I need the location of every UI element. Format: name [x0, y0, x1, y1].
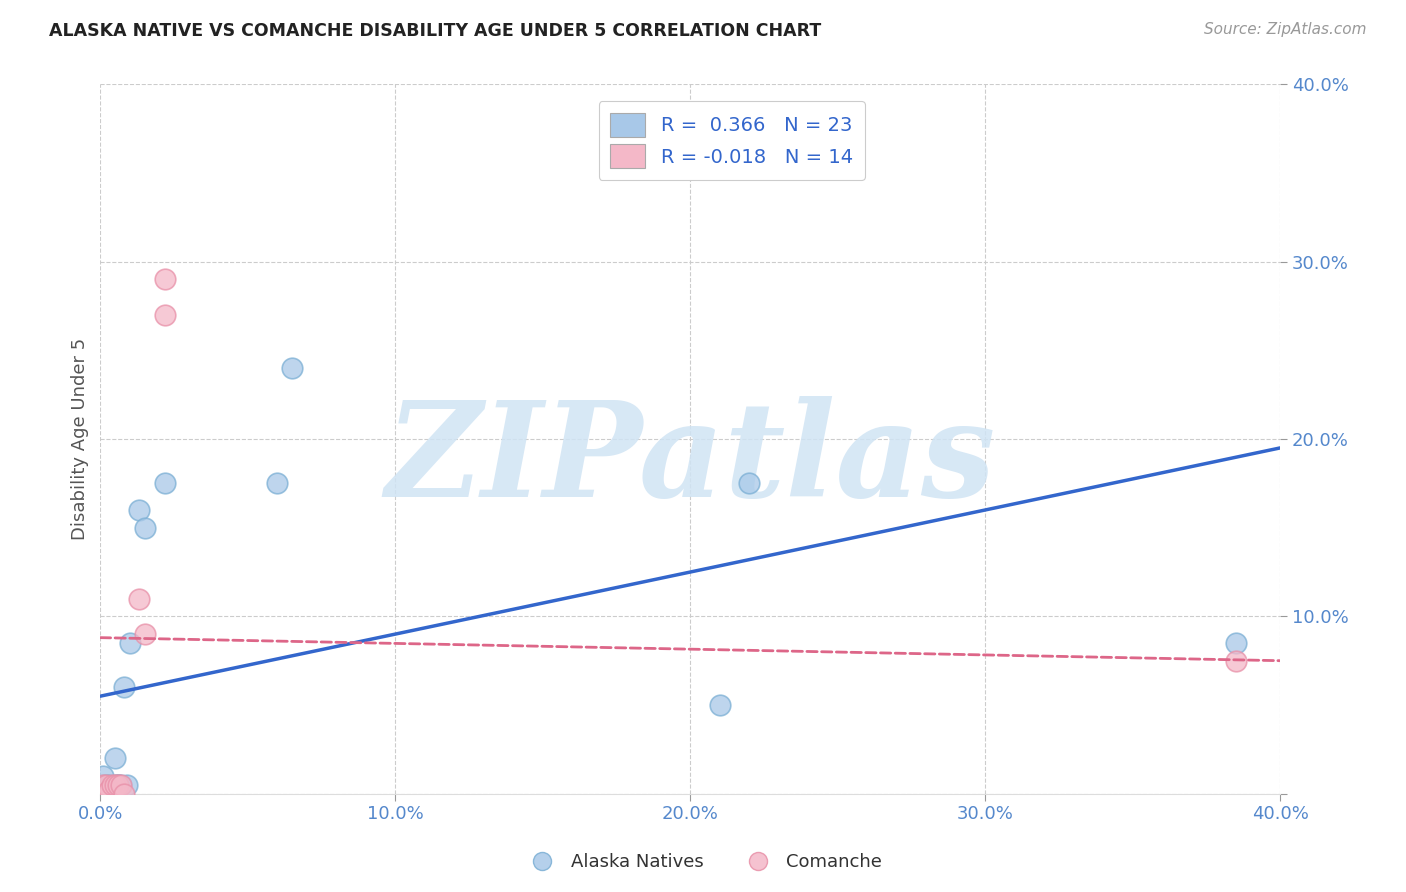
Point [128, 591, 150, 606]
Y-axis label: Disability Age Under 5: Disability Age Under 5 [72, 338, 89, 541]
Point [91, 787, 114, 801]
Point [101, 787, 124, 801]
Point [266, 476, 288, 491]
Point [98, 783, 121, 797]
Point [107, 778, 129, 792]
Text: ZIPatlas: ZIPatlas [385, 396, 995, 524]
Point [104, 778, 127, 792]
Point [709, 698, 731, 712]
Point [101, 783, 124, 797]
Point [104, 778, 127, 792]
Text: ALASKA NATIVE VS COMANCHE DISABILITY AGE UNDER 5 CORRELATION CHART: ALASKA NATIVE VS COMANCHE DISABILITY AGE… [49, 22, 821, 40]
Point [738, 476, 761, 491]
Point [115, 778, 138, 792]
Point [155, 272, 177, 286]
Point [101, 778, 124, 792]
Text: Source: ZipAtlas.com: Source: ZipAtlas.com [1204, 22, 1367, 37]
Point [104, 751, 127, 765]
Legend: R =  0.366   N = 23, R = -0.018   N = 14: R = 0.366 N = 23, R = -0.018 N = 14 [599, 102, 865, 180]
Point [96, 778, 118, 792]
Legend: Alaska Natives, Comanche: Alaska Natives, Comanche [516, 847, 890, 879]
Point [134, 521, 156, 535]
Point [98, 778, 121, 792]
Point [128, 503, 150, 517]
Point [110, 778, 132, 792]
Point [1225, 654, 1247, 668]
Point [91, 778, 114, 792]
Point [91, 778, 114, 792]
Point [98, 783, 121, 797]
Point [134, 627, 156, 641]
Point [112, 681, 135, 695]
Point [155, 308, 177, 322]
Point [281, 361, 304, 376]
Point [96, 778, 118, 792]
Point [1225, 636, 1247, 650]
Point [110, 778, 132, 792]
Point [155, 476, 177, 491]
Point [91, 769, 114, 783]
Point [118, 636, 141, 650]
Point [107, 778, 129, 792]
Point [112, 787, 135, 801]
Point [107, 778, 129, 792]
